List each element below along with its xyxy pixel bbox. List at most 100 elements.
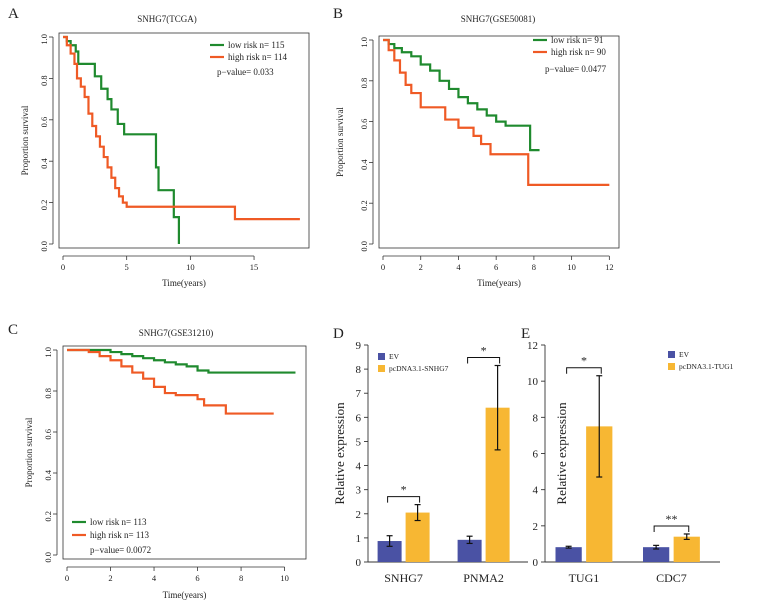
panel-c: C SNHG7(GSE31210) 0.0 0.2 0.4 0.6 0.8 1.0 0 2 4 6 8 1… [8,322,307,600]
y-tick-label: 6 [533,449,539,461]
y-tick-label: 1 [356,533,362,545]
y-tick-label: 10 [527,376,539,388]
y-tick-label: 0.0 [43,552,53,563]
bar-blue [457,539,482,562]
y-tick-label: 2 [356,509,362,521]
legend-label: pcDNA3.1-SNHG7 [389,364,449,373]
y-tick-label: 12 [527,340,538,352]
y-tick-label: 0.4 [39,157,49,168]
legend-label: low risk n= 115 [228,40,285,50]
x-tick-label: 15 [250,262,259,272]
x-tick-label: 10 [567,262,576,272]
y-tick-label: 1.0 [43,347,53,358]
bar-blue [555,547,582,562]
significance-marker: * [401,483,407,497]
significance-bracket [387,496,421,503]
legend-label: high risk n= 114 [228,52,287,62]
y-tick-label: 0.8 [39,75,49,86]
x-tick-label: 4 [152,573,157,583]
x-axis-label: Time(years) [162,278,206,288]
legend-swatch-blue [668,351,675,358]
y-tick-label: 0.6 [359,119,369,130]
legend-swatch-yellow [378,365,385,372]
y-tick-label: 2 [533,521,539,533]
y-tick-label: 0.8 [359,78,369,89]
x-tick-label: 6 [494,262,498,272]
y-tick-label: 0 [356,557,362,569]
x-tick-label: 8 [532,262,536,272]
significance-marker: * [581,354,587,368]
legend-label: EV [679,350,690,359]
legend-label: EV [389,352,400,361]
bar-yellow [673,536,700,562]
survival-curve-red [63,35,300,221]
x-tick-label: 10 [186,262,195,272]
panel-b: B SNHG7(GSE50081) 0.0 0.2 0.4 0.6 0.8 1.0 0 2 4 6 8 1… [333,6,620,288]
panel-d: D 0 1 2 3 4 5 6 7 8 9 Relative expression SNHG7 * PNMA… [332,326,528,585]
bar-blue [377,541,402,562]
y-tick-label: 4 [533,485,539,497]
panel-e: E 0 2 4 6 8 10 12 Relative expression TUG1 * CDC7 **… [521,326,734,585]
panel-label: C [8,322,18,338]
y-tick-label: 6 [356,412,362,424]
p-value-label: p−value= 0.0072 [90,545,151,555]
y-tick-label: 5 [356,436,362,448]
significance-bracket [467,356,501,364]
legend-swatch-yellow [668,363,675,370]
x-axis-label: Time(years) [477,278,521,288]
y-tick-label: 0.0 [359,241,369,252]
x-axis-label: Time(years) [163,590,207,600]
y-tick-label: 9 [356,340,362,352]
category-label: PNMA2 [463,571,504,585]
y-tick-label: 0.6 [43,429,53,440]
y-tick-label: 0.6 [39,117,49,128]
chart-title: SNHG7(GSE31210) [139,328,214,338]
chart-title: SNHG7(TCGA) [137,14,197,24]
category-label: SNHG7 [384,571,423,585]
legend-label: low risk n= 113 [90,517,147,527]
y-axis-label: Proportion survival [335,107,345,177]
chart-title: SNHG7(GSE50081) [461,14,536,24]
survival-curve-red [383,38,610,186]
x-tick-label: 2 [108,573,112,583]
y-tick-label: 0.0 [39,241,49,252]
category-label: CDC7 [656,571,687,585]
legend-label: high risk n= 113 [90,530,149,540]
p-value-label: p−value= 0.0477 [545,64,607,74]
significance-bracket [653,525,690,532]
legend-swatch-blue [378,353,385,360]
plot-frame [62,345,307,560]
legend-label: low risk n= 91 [551,35,603,45]
plot-frame [58,32,310,249]
panel-a: A SNHG7(TCGA) 0.0 0.2 0.4 0.6 0.8 1.0 0 5 10 15 Time… [8,6,310,288]
x-tick-label: 12 [605,262,614,272]
y-tick-label: 0.4 [43,469,53,480]
significance-bracket [566,367,602,374]
y-tick-label: 8 [533,412,539,424]
y-tick-label: 0.2 [359,200,369,211]
x-tick-label: 10 [280,573,289,583]
survival-curve-green [67,348,296,374]
bar-blue [643,547,670,562]
x-tick-label: 0 [65,573,69,583]
x-tick-label: 5 [125,262,129,272]
panel-label: E [521,326,530,342]
p-value-label: p−value= 0.033 [217,67,274,77]
category-label: TUG1 [569,571,600,585]
y-tick-label: 1.0 [359,37,369,48]
y-tick-label: 3 [356,485,362,497]
legend-label: high risk n= 90 [551,47,606,57]
x-tick-label: 8 [239,573,243,583]
y-tick-label: 4 [356,461,362,473]
significance-marker: * [481,343,487,357]
y-tick-label: 0.8 [43,388,53,399]
y-tick-label: 0.2 [39,200,49,211]
x-tick-label: 6 [195,573,199,583]
y-axis-label: Proportion survival [24,417,34,487]
panel-label: D [333,326,344,342]
panel-label: B [333,6,343,22]
y-tick-label: 1.0 [39,34,49,45]
plot-frame [378,35,620,249]
y-tick-label: 7 [356,388,362,400]
